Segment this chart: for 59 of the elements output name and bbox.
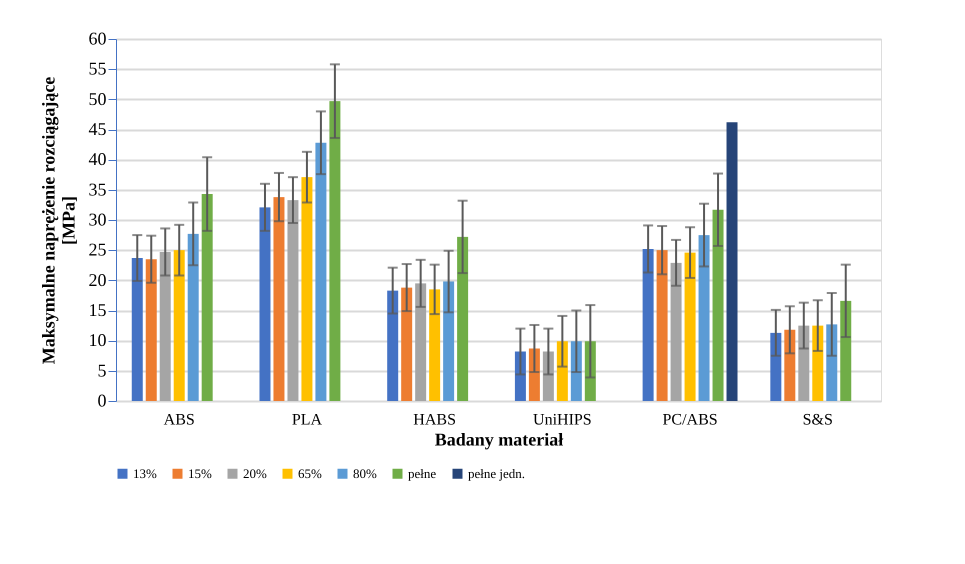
bar: [840, 300, 852, 401]
bar: [174, 250, 185, 401]
bar: [415, 283, 426, 401]
bar: [812, 326, 824, 401]
y-tick-label: 0: [98, 390, 106, 410]
y-tick-label: 55: [88, 58, 106, 79]
legend-label: 15%: [188, 466, 212, 481]
y-tick-label: 60: [88, 28, 106, 48]
bar: [726, 122, 738, 401]
x-tick-label: PC/ABS: [662, 412, 718, 428]
bar: [798, 326, 810, 401]
bar: [287, 200, 298, 401]
bar: [770, 332, 782, 401]
x-tick-label: S&S: [802, 412, 833, 428]
bar: [387, 290, 398, 401]
x-tick-label: ABS: [164, 412, 195, 428]
bar: [132, 258, 143, 401]
y-tick-label: 10: [88, 330, 106, 350]
y-tick-label: 25: [88, 240, 106, 260]
bar: [670, 262, 682, 401]
x-tick-label: UniHIPS: [533, 412, 592, 428]
y-axis-title: Maksymalne naprężenie rozciągające [MPa]: [38, 76, 78, 364]
legend-label: 13%: [133, 466, 157, 481]
legend-label: pełne jedn.: [468, 466, 526, 481]
legend-label: pełne: [408, 466, 436, 481]
bar: [188, 234, 199, 401]
x-axis-title: Badany materiał: [434, 430, 564, 450]
bar: [712, 210, 724, 401]
y-tick-label: 40: [88, 149, 106, 170]
bar: [259, 207, 270, 401]
bar: [329, 101, 340, 401]
bar: [202, 194, 213, 401]
bar: [784, 330, 796, 401]
legend-label: 80%: [353, 466, 377, 481]
bar: [146, 259, 157, 401]
bar: [315, 142, 326, 401]
y-tick-label: 35: [88, 179, 106, 200]
y-tick-label: 20: [88, 270, 106, 290]
legend-label: 65%: [298, 466, 322, 481]
x-tick-label: PLA: [292, 412, 322, 428]
bar: [656, 250, 668, 401]
y-tick-label: 5: [98, 360, 106, 380]
bar: [273, 197, 284, 401]
bar: [698, 235, 710, 401]
y-tick-label: 50: [88, 88, 106, 109]
bar: [301, 177, 312, 401]
x-tick-label: HABS: [413, 412, 456, 428]
y-tick-label: 15: [88, 300, 106, 320]
bar: [429, 289, 440, 401]
bar: [642, 248, 654, 401]
bar: [457, 236, 468, 401]
legend-label: 20%: [243, 466, 267, 481]
y-tick-label: 30: [88, 210, 106, 230]
bar: [401, 288, 412, 401]
bar: [443, 282, 454, 401]
bar: [684, 252, 696, 401]
y-tick-label: 45: [88, 119, 106, 139]
bar: [160, 252, 171, 401]
bar: [826, 324, 838, 401]
